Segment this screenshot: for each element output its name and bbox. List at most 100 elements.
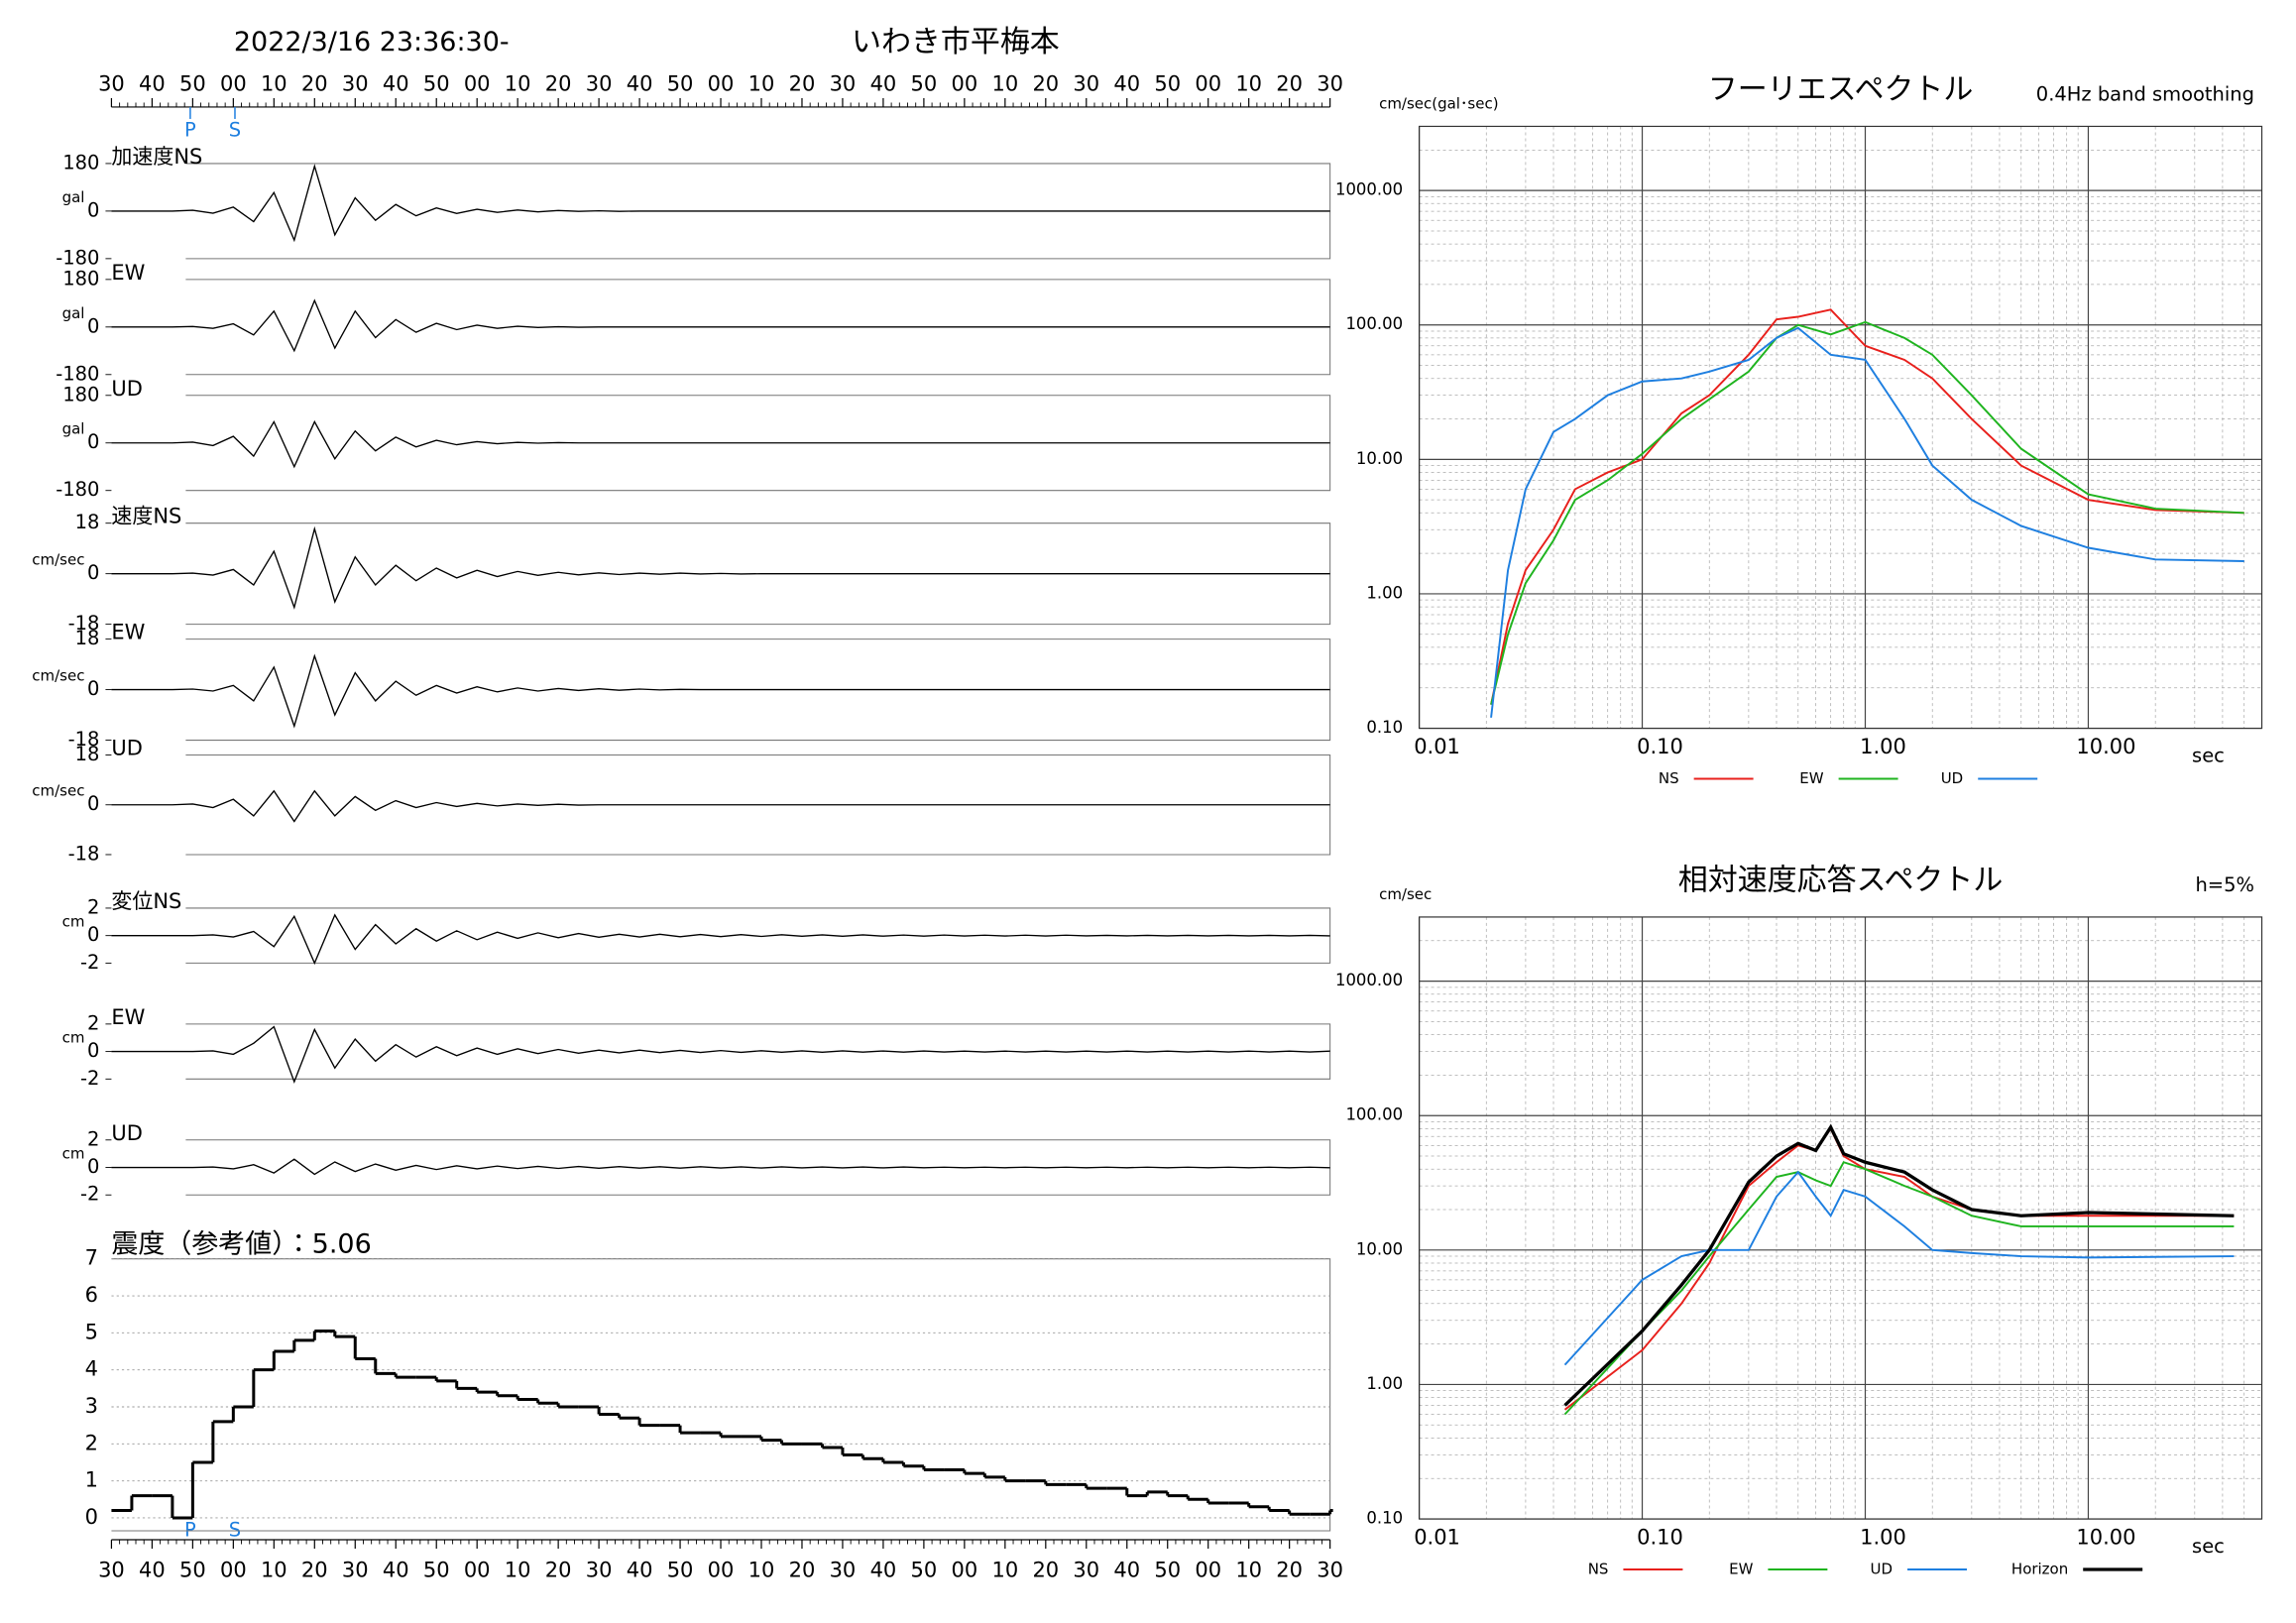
waveform-trace	[111, 789, 1330, 823]
panel-tick-label: 0	[87, 1155, 99, 1178]
panel-tick-label: -180	[56, 362, 99, 385]
panel-tick-label: 2	[87, 1127, 99, 1150]
y-tick-label: 1000.00	[1335, 971, 1403, 989]
waveform-trace	[111, 653, 1330, 729]
time-tick-label: 30	[586, 71, 613, 95]
time-tick-label: 20	[789, 1559, 816, 1582]
time-tick-label: 50	[1154, 71, 1181, 95]
time-tick-label: 20	[1032, 71, 1059, 95]
time-tick-label: 20	[545, 1559, 572, 1582]
intensity-tick-label: 1	[85, 1468, 98, 1492]
time-tick-label: 00	[464, 71, 491, 95]
panel-tick-label: 18	[75, 627, 100, 649]
phase-label: S	[229, 118, 241, 141]
panel-tick-label: 2	[87, 1011, 99, 1034]
time-tick-label: 20	[1276, 71, 1303, 95]
time-tick-label: 20	[789, 71, 816, 95]
time-tick-label: 10	[261, 71, 287, 95]
time-tick-label: 30	[342, 71, 369, 95]
x-tick-label: 1.00	[1860, 735, 1906, 758]
record-datetime: 2022/3/16 23:36:30-	[234, 27, 510, 58]
panel-unit: cm	[62, 1029, 85, 1047]
panel-tick-label: 2	[87, 895, 99, 918]
panel-tick-label: -18	[68, 842, 100, 865]
time-tick-label: 30	[830, 71, 857, 95]
panel-tick-label: 0	[87, 314, 99, 337]
spectrum-subtitle: h=5%	[2195, 873, 2254, 896]
panel-unit: cm/sec	[32, 782, 84, 800]
spectrum-line	[1563, 1161, 2235, 1416]
x-axis-label: sec	[2192, 745, 2225, 767]
time-tick-label: 20	[301, 71, 328, 95]
time-tick-label: 20	[1032, 1559, 1059, 1582]
time-tick-label: 20	[301, 1559, 328, 1582]
time-tick-label: 30	[1073, 1559, 1099, 1582]
time-tick-label: 10	[991, 71, 1018, 95]
time-tick-label: 50	[667, 1559, 694, 1582]
time-tick-label: 50	[179, 71, 206, 95]
y-tick-label: 100.00	[1345, 314, 1403, 333]
time-tick-label: 00	[952, 1559, 978, 1582]
intensity-tick-label: 5	[85, 1320, 98, 1343]
panel-label: UD	[111, 737, 143, 760]
panel-tick-label: 0	[87, 198, 99, 221]
phase-label: P	[184, 118, 196, 141]
intensity-tick-label: 3	[85, 1394, 98, 1418]
x-tick-label: 10.00	[2076, 735, 2135, 758]
time-tick-label: 30	[342, 1559, 369, 1582]
y-tick-label: 1.00	[1366, 1374, 1403, 1393]
time-tick-label: 20	[545, 71, 572, 95]
legend-label: UD	[1871, 1561, 1894, 1578]
panel-tick-label: 0	[87, 1039, 99, 1062]
panel-tick-label: 0	[87, 430, 99, 453]
time-tick-label: 10	[748, 71, 775, 95]
x-tick-label: 0.01	[1414, 735, 1460, 758]
panel-tick-label: -18	[68, 728, 100, 751]
waveform-trace	[111, 164, 1330, 243]
time-tick-label: 50	[423, 71, 450, 95]
panel-tick-label: 0	[87, 677, 99, 700]
panel-tick-label: 0	[87, 792, 99, 815]
panel-label: 変位NS	[111, 889, 181, 913]
intensity-tick-label: 4	[85, 1357, 98, 1381]
legend-label: Horizon	[2011, 1561, 2068, 1578]
y-tick-label: 0.10	[1366, 1509, 1403, 1528]
legend-label: UD	[1941, 769, 1964, 787]
plot-frame	[1418, 125, 2263, 730]
spectrum-title: 相対速度応答スペクトル	[1678, 863, 2004, 897]
time-tick-label: 00	[1195, 1559, 1221, 1582]
intensity-tick-label: 2	[85, 1431, 98, 1454]
time-tick-label: 10	[261, 1559, 287, 1582]
x-tick-label: 0.01	[1414, 1526, 1460, 1550]
time-tick-label: 20	[1276, 1559, 1303, 1582]
time-tick-label: 30	[98, 71, 125, 95]
time-tick-label: 50	[911, 1559, 938, 1582]
legend-label: NS	[1588, 1561, 1609, 1578]
panel-label: UD	[111, 1121, 143, 1145]
time-tick-label: 40	[139, 1559, 166, 1582]
x-tick-label: 0.10	[1637, 735, 1683, 758]
phase-label: S	[229, 1519, 241, 1542]
panel-tick-label: -180	[56, 246, 99, 269]
panel-label: EW	[111, 621, 145, 644]
time-tick-label: 10	[748, 1559, 775, 1582]
panel-unit: cm	[62, 913, 85, 931]
time-tick-label: 40	[1113, 71, 1140, 95]
intensity-tick-label: 7	[85, 1246, 98, 1270]
panel-tick-label: -2	[80, 951, 99, 974]
panel-unit: gal	[62, 304, 85, 322]
time-tick-label: 00	[708, 1559, 735, 1582]
waveform-trace	[111, 419, 1330, 469]
phase-label: P	[184, 1519, 196, 1542]
time-tick-label: 10	[991, 1559, 1018, 1582]
time-tick-label: 40	[139, 71, 166, 95]
y-tick-label: 10.00	[1356, 449, 1403, 468]
time-tick-label: 30	[1317, 1559, 1343, 1582]
panel-label: 速度NS	[111, 505, 181, 528]
panel-label: 加速度NS	[111, 145, 202, 169]
panel-label: EW	[111, 261, 145, 285]
panel-tick-label: 18	[75, 511, 100, 533]
panel-unit: cm/sec	[32, 551, 84, 569]
